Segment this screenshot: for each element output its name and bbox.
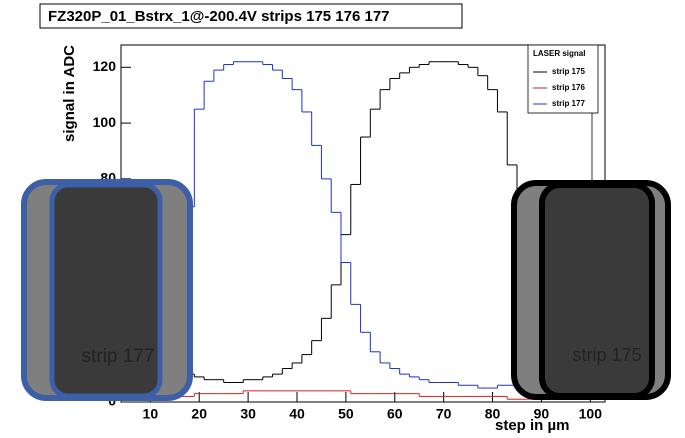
strip-label: strip 175 [572,345,641,365]
x-tick-label: 100 [579,406,603,422]
x-tick-label: 60 [387,406,403,422]
y-tick-label: 100 [93,114,117,130]
x-axis-label: step in µm [495,417,570,434]
legend-label: strip 175 [552,67,585,76]
legend-label: strip 177 [552,99,585,108]
title-box [39,3,463,29]
x-tick-label: 30 [240,406,256,422]
strip-inner [539,182,655,399]
strip-inner [49,182,163,399]
x-tick-label: 90 [534,406,550,422]
x-tick-label: 20 [191,406,207,422]
legend-title: LASER signal [533,49,585,58]
y-tick-label: 120 [93,58,117,74]
x-tick-label: 50 [338,406,354,422]
legend-box [527,44,599,114]
x-tick-label: 70 [436,406,452,422]
x-tick-label: 10 [143,406,159,422]
legend: strip 175 strip 176 strip 177 [533,67,585,108]
strip-175-icon: strip 175 [511,180,671,400]
y-axis-label: signal in ADC [61,45,78,142]
chart-title: FZ320P_01_Bstrx_1@-200.4V strips 175 176… [48,8,390,25]
strip-177-icon: strip 177 [21,179,193,401]
x-tick-label: 40 [289,406,305,422]
legend-label: strip 176 [552,83,585,92]
strip-label: strip 177 [82,346,155,367]
x-tick-label: 80 [485,406,501,422]
